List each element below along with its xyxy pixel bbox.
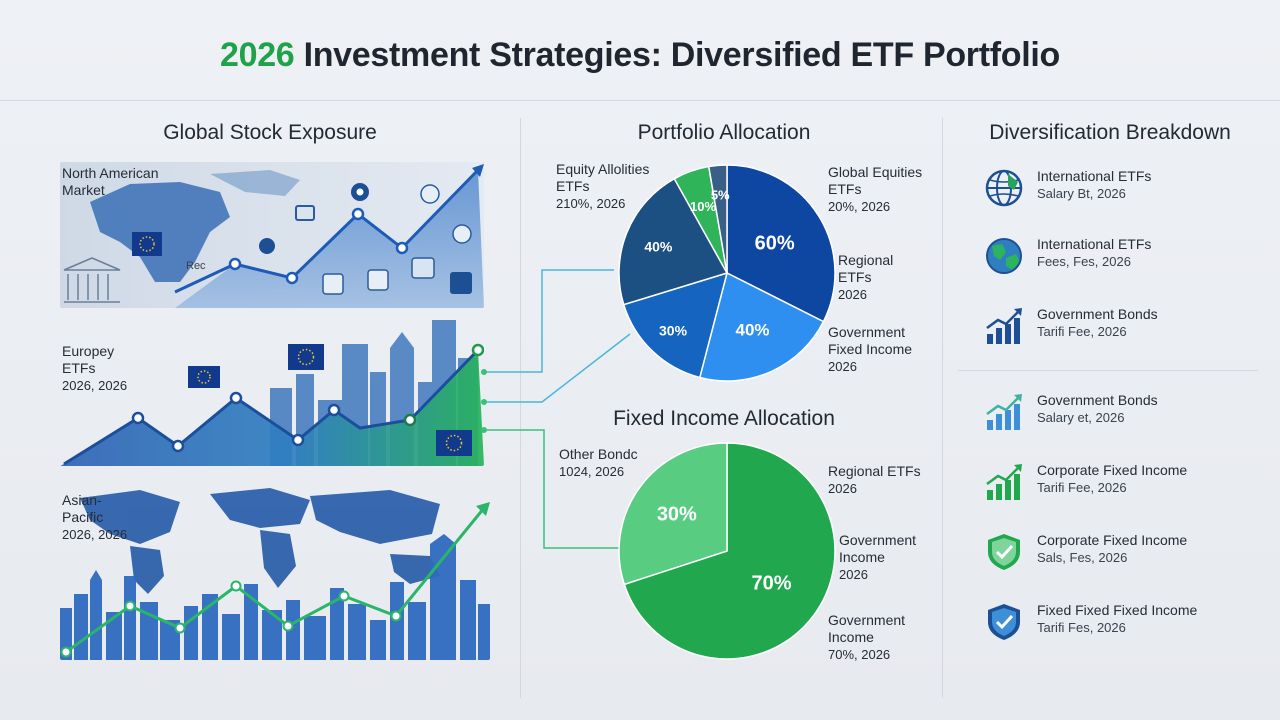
title-year: 2026: [219, 36, 295, 74]
legend-divider: [958, 370, 1258, 371]
globe-green-icon: [986, 238, 1022, 274]
pie-slice-label: 30%: [657, 504, 697, 526]
portfolio-label-government: Government Fixed Income 2026: [828, 324, 913, 374]
section-fixed-income: Fixed Income Allocation: [613, 407, 835, 430]
europe-panel: [60, 318, 484, 466]
world-map-shape: [80, 488, 440, 594]
pie-slice: [618, 442, 728, 586]
legend-title: International ETFs: [1037, 168, 1152, 184]
europe-label: Europey ETFs 2026, 2026: [62, 343, 128, 393]
pie-slice-label: 70%: [751, 572, 791, 594]
portfolio-allocation-pie: 60% 40% 30% 40% 10%5%: [618, 164, 836, 382]
section-global-stock: Global Stock Exposure: [163, 121, 377, 144]
connector-lines: [481, 269, 631, 549]
shield-green-icon: [988, 534, 1020, 570]
north-america-tag: Rec: [186, 260, 206, 272]
legend-item-fixed-income: Fixed Fixed Fixed Income Tarifi Fes, 202…: [984, 598, 1264, 644]
pie-slice: [698, 271, 825, 382]
north-america-trend-line: [174, 168, 480, 294]
pie-slice: [618, 177, 729, 306]
north-america-label: North American Market: [62, 165, 159, 198]
card-icon: [295, 205, 315, 221]
portfolio-label-global: Global Equities ETFs 20%, 2026: [828, 164, 923, 214]
asia-skyline: [60, 534, 490, 660]
pie-slice: [622, 271, 729, 379]
house-icon: [322, 273, 344, 295]
asia-panel: [60, 484, 490, 660]
greenland-map-shape: [210, 170, 300, 196]
box-icon: [367, 269, 389, 291]
pie-slice: [623, 442, 836, 660]
page-title: 2026 Investment Strategies: Diversified …: [0, 36, 1280, 75]
legend-item-corporate-fixed-income-2: Corporate Fixed Income Sals, Fes, 2026: [984, 528, 1264, 574]
title-text: Investment Strategies: Diversified ETF P…: [294, 36, 1061, 74]
globe-icon: [985, 169, 1023, 207]
bank-building-icon: [63, 257, 121, 303]
pie-slice-label: 40%: [736, 320, 770, 339]
bar-growth-green-icon: [986, 464, 1022, 500]
bar-growth-light-icon: [986, 394, 1022, 430]
legend-title: Government Bonds: [1037, 306, 1158, 322]
trend-arrowhead-icon: [472, 164, 484, 177]
pie-slice: [726, 164, 836, 323]
pie-slice-label: 30%: [659, 322, 688, 338]
asia-graphic: [60, 488, 490, 660]
column-divider-right: [942, 118, 943, 698]
legend-title: Corporate Fixed Income: [1037, 532, 1188, 548]
bar-growth-icon: [986, 308, 1022, 344]
legend-title: International ETFs: [1037, 236, 1152, 252]
fixed-label-regional: Regional ETFs 2026: [828, 463, 921, 496]
north-america-area: [175, 170, 484, 308]
column-divider-left: [520, 118, 521, 698]
legend-sub: Tarifi Fee, 2026: [1037, 480, 1127, 495]
legend-sub: Salary et, 2026: [1037, 410, 1125, 425]
legend-item-international-etfs-2: International ETFs Fees, Fes, 2026: [984, 232, 1264, 278]
asia-trend-line: [65, 507, 486, 654]
pie-slice-label: 40%: [644, 238, 673, 254]
fixed-income-pie: 70% 30%: [618, 442, 836, 660]
pie-slice-label: 5%: [711, 187, 730, 202]
europe-graphic: [60, 320, 484, 466]
eu-flag-icon: [188, 366, 220, 388]
title-divider: [0, 100, 1280, 101]
tree-icon: [452, 224, 472, 244]
legend-sub: Tarifi Fes, 2026: [1037, 620, 1126, 635]
legend-sub: Tarifi Fee, 2026: [1037, 324, 1127, 339]
chart-box-icon: [450, 272, 472, 294]
eu-flag-icon: [436, 430, 472, 456]
legend-title: Government Bonds: [1037, 392, 1158, 408]
fixed-label-other: Other Bondc 1024, 2026: [559, 446, 638, 479]
pie-slice-label: 10%: [690, 199, 716, 214]
north-america-graphic: [60, 162, 484, 308]
legend-item-government-bonds: Government Bonds Tarifi Fee, 2026: [984, 302, 1264, 348]
store-icon: [411, 257, 435, 279]
pie-slice: [707, 164, 728, 274]
shield-small-icon: [420, 184, 440, 204]
fixed-label-government-income: Government Income 70%, 2026: [828, 612, 906, 662]
eu-flag-icon: [132, 232, 162, 256]
pie-slice-label: 60%: [755, 233, 795, 255]
eu-flag-icon: [288, 344, 324, 370]
asia-label: Asian- Pacific 2026, 2026: [62, 492, 128, 542]
legend-sub: Fees, Fes, 2026: [1037, 254, 1131, 269]
legend-item-international-etfs: International ETFs Salary Bt, 2026: [984, 164, 1264, 210]
legend-item-government-bonds-2: Government Bonds Salary et, 2026: [984, 388, 1264, 434]
fixed-label-government: Government Income 2026: [839, 532, 917, 582]
legend-item-corporate-fixed-income: Corporate Fixed Income Tarifi Fee, 2026: [984, 458, 1264, 504]
legend-title: Corporate Fixed Income: [1037, 462, 1188, 478]
person-pin-icon: [259, 238, 275, 254]
europe-area: [60, 350, 484, 466]
portfolio-label-equity: Equity Allolities ETFs 210%, 2026: [556, 161, 650, 211]
trend-arrowhead-icon: [476, 502, 490, 516]
section-diversification: Diversification Breakdown: [989, 121, 1231, 144]
legend-sub: Salary Bt, 2026: [1037, 186, 1126, 201]
legend-title: Fixed Fixed Fixed Income: [1037, 602, 1198, 618]
legend-sub: Sals, Fes, 2026: [1037, 550, 1128, 565]
shield-blue-icon: [988, 604, 1020, 640]
portfolio-label-regional: Regional ETFs 2026: [838, 252, 894, 302]
section-portfolio-allocation: Portfolio Allocation: [637, 121, 811, 144]
north-america-panel: [60, 162, 484, 308]
